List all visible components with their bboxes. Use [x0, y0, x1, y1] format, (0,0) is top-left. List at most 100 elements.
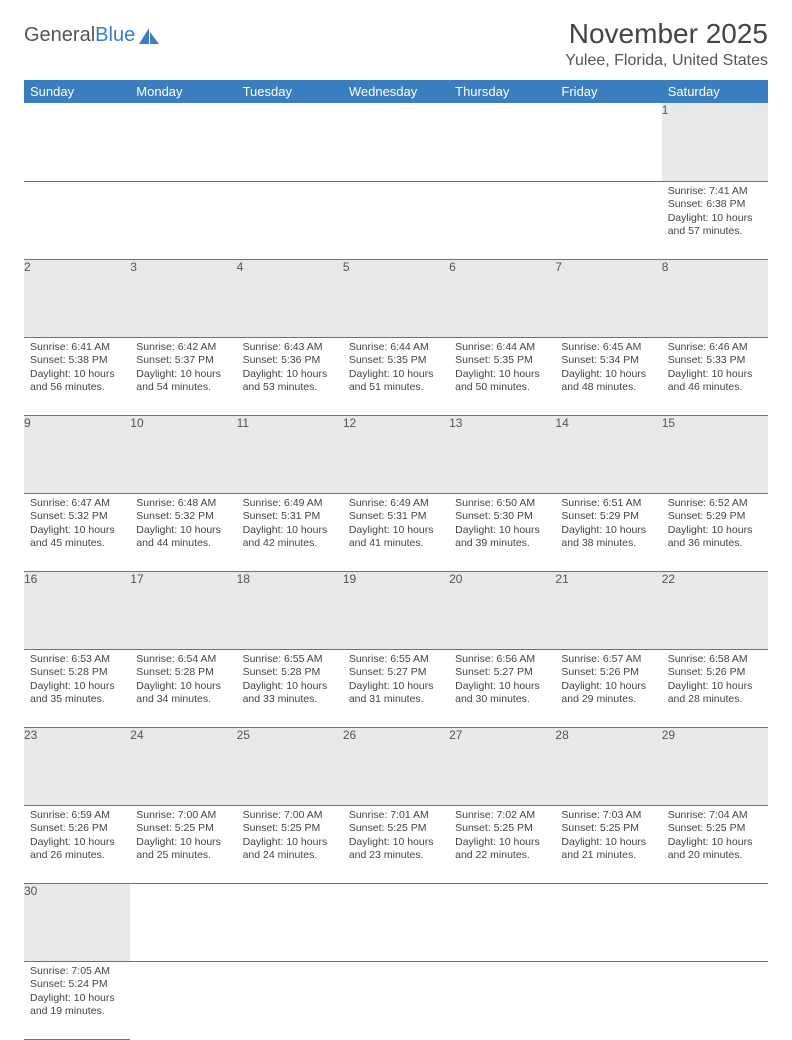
daybody-row: Sunrise: 6:47 AMSunset: 5:32 PMDaylight:… — [24, 493, 768, 571]
day-number: 28 — [555, 727, 661, 805]
day-cell: Sunrise: 7:00 AMSunset: 5:25 PMDaylight:… — [130, 805, 236, 883]
day-details: Sunrise: 6:54 AMSunset: 5:28 PMDaylight:… — [130, 650, 236, 712]
day-details: Sunrise: 6:45 AMSunset: 5:34 PMDaylight:… — [555, 338, 661, 400]
day-header: Tuesday — [237, 80, 343, 103]
day-details: Sunrise: 6:56 AMSunset: 5:27 PMDaylight:… — [449, 650, 555, 712]
day-details: Sunrise: 7:00 AMSunset: 5:25 PMDaylight:… — [237, 806, 343, 868]
calendar-table: SundayMondayTuesdayWednesdayThursdayFrid… — [24, 80, 768, 1040]
day-cell: Sunrise: 6:55 AMSunset: 5:28 PMDaylight:… — [237, 649, 343, 727]
day-number — [555, 103, 661, 181]
day-details: Sunrise: 7:01 AMSunset: 5:25 PMDaylight:… — [343, 806, 449, 868]
day-cell: Sunrise: 6:58 AMSunset: 5:26 PMDaylight:… — [662, 649, 768, 727]
day-number: 5 — [343, 259, 449, 337]
day-details: Sunrise: 6:57 AMSunset: 5:26 PMDaylight:… — [555, 650, 661, 712]
day-number: 17 — [130, 571, 236, 649]
day-cell: Sunrise: 6:45 AMSunset: 5:34 PMDaylight:… — [555, 337, 661, 415]
day-cell: Sunrise: 6:51 AMSunset: 5:29 PMDaylight:… — [555, 493, 661, 571]
day-cell: Sunrise: 6:56 AMSunset: 5:27 PMDaylight:… — [449, 649, 555, 727]
daynum-row: 1 — [24, 103, 768, 181]
day-number: 14 — [555, 415, 661, 493]
day-cell — [130, 181, 236, 259]
day-details: Sunrise: 7:02 AMSunset: 5:25 PMDaylight:… — [449, 806, 555, 868]
day-details: Sunrise: 6:55 AMSunset: 5:28 PMDaylight:… — [237, 650, 343, 712]
day-cell — [449, 181, 555, 259]
day-header: Monday — [130, 80, 236, 103]
day-details: Sunrise: 6:44 AMSunset: 5:35 PMDaylight:… — [343, 338, 449, 400]
daynum-row: 9101112131415 — [24, 415, 768, 493]
day-cell — [237, 961, 343, 1039]
day-details: Sunrise: 6:55 AMSunset: 5:27 PMDaylight:… — [343, 650, 449, 712]
day-cell: Sunrise: 6:50 AMSunset: 5:30 PMDaylight:… — [449, 493, 555, 571]
day-details: Sunrise: 6:41 AMSunset: 5:38 PMDaylight:… — [24, 338, 130, 400]
day-number: 9 — [24, 415, 130, 493]
day-details: Sunrise: 6:43 AMSunset: 5:36 PMDaylight:… — [237, 338, 343, 400]
day-number — [449, 883, 555, 961]
day-cell: Sunrise: 6:43 AMSunset: 5:36 PMDaylight:… — [237, 337, 343, 415]
day-number: 15 — [662, 415, 768, 493]
day-header: Friday — [555, 80, 661, 103]
day-details: Sunrise: 6:44 AMSunset: 5:35 PMDaylight:… — [449, 338, 555, 400]
day-cell: Sunrise: 7:05 AMSunset: 5:24 PMDaylight:… — [24, 961, 130, 1039]
day-number: 2 — [24, 259, 130, 337]
brand-part2: Blue — [95, 24, 135, 47]
day-cell: Sunrise: 6:44 AMSunset: 5:35 PMDaylight:… — [343, 337, 449, 415]
month-title: November 2025 — [565, 18, 768, 50]
daybody-row: Sunrise: 6:53 AMSunset: 5:28 PMDaylight:… — [24, 649, 768, 727]
day-number: 8 — [662, 259, 768, 337]
day-cell — [343, 181, 449, 259]
day-header: Sunday — [24, 80, 130, 103]
sail-icon — [138, 27, 160, 45]
day-number — [237, 883, 343, 961]
day-details: Sunrise: 6:51 AMSunset: 5:29 PMDaylight:… — [555, 494, 661, 556]
day-cell: Sunrise: 6:44 AMSunset: 5:35 PMDaylight:… — [449, 337, 555, 415]
day-number — [555, 883, 661, 961]
day-number — [130, 103, 236, 181]
day-cell: Sunrise: 6:41 AMSunset: 5:38 PMDaylight:… — [24, 337, 130, 415]
day-number — [343, 103, 449, 181]
day-number: 16 — [24, 571, 130, 649]
day-number — [24, 103, 130, 181]
day-details: Sunrise: 6:58 AMSunset: 5:26 PMDaylight:… — [662, 650, 768, 712]
day-cell: Sunrise: 6:49 AMSunset: 5:31 PMDaylight:… — [237, 493, 343, 571]
day-number: 1 — [662, 103, 768, 181]
day-details: Sunrise: 6:53 AMSunset: 5:28 PMDaylight:… — [24, 650, 130, 712]
day-cell — [130, 961, 236, 1039]
day-details: Sunrise: 6:49 AMSunset: 5:31 PMDaylight:… — [343, 494, 449, 556]
day-details: Sunrise: 6:46 AMSunset: 5:33 PMDaylight:… — [662, 338, 768, 400]
day-number: 4 — [237, 259, 343, 337]
day-header-row: SundayMondayTuesdayWednesdayThursdayFrid… — [24, 80, 768, 103]
day-cell: Sunrise: 6:49 AMSunset: 5:31 PMDaylight:… — [343, 493, 449, 571]
day-number: 27 — [449, 727, 555, 805]
day-header: Wednesday — [343, 80, 449, 103]
day-cell — [237, 181, 343, 259]
header: GeneralBlue November 2025 Yulee, Florida… — [24, 18, 768, 70]
day-details: Sunrise: 6:52 AMSunset: 5:29 PMDaylight:… — [662, 494, 768, 556]
day-cell: Sunrise: 6:54 AMSunset: 5:28 PMDaylight:… — [130, 649, 236, 727]
day-cell: Sunrise: 7:02 AMSunset: 5:25 PMDaylight:… — [449, 805, 555, 883]
day-cell: Sunrise: 6:42 AMSunset: 5:37 PMDaylight:… — [130, 337, 236, 415]
day-details: Sunrise: 6:42 AMSunset: 5:37 PMDaylight:… — [130, 338, 236, 400]
day-number — [237, 103, 343, 181]
daybody-row: Sunrise: 7:41 AMSunset: 6:38 PMDaylight:… — [24, 181, 768, 259]
day-cell: Sunrise: 6:52 AMSunset: 5:29 PMDaylight:… — [662, 493, 768, 571]
day-cell: Sunrise: 6:59 AMSunset: 5:26 PMDaylight:… — [24, 805, 130, 883]
day-cell: Sunrise: 7:00 AMSunset: 5:25 PMDaylight:… — [237, 805, 343, 883]
day-cell: Sunrise: 6:47 AMSunset: 5:32 PMDaylight:… — [24, 493, 130, 571]
location: Yulee, Florida, United States — [565, 52, 768, 70]
daynum-row: 16171819202122 — [24, 571, 768, 649]
day-number: 25 — [237, 727, 343, 805]
day-number: 22 — [662, 571, 768, 649]
day-details: Sunrise: 7:05 AMSunset: 5:24 PMDaylight:… — [24, 962, 130, 1024]
day-cell: Sunrise: 6:46 AMSunset: 5:33 PMDaylight:… — [662, 337, 768, 415]
day-details: Sunrise: 6:47 AMSunset: 5:32 PMDaylight:… — [24, 494, 130, 556]
day-cell: Sunrise: 6:48 AMSunset: 5:32 PMDaylight:… — [130, 493, 236, 571]
day-details: Sunrise: 6:59 AMSunset: 5:26 PMDaylight:… — [24, 806, 130, 868]
day-number — [343, 883, 449, 961]
day-number — [130, 883, 236, 961]
day-details: Sunrise: 7:03 AMSunset: 5:25 PMDaylight:… — [555, 806, 661, 868]
day-cell — [449, 961, 555, 1039]
day-cell: Sunrise: 6:57 AMSunset: 5:26 PMDaylight:… — [555, 649, 661, 727]
day-cell: Sunrise: 6:55 AMSunset: 5:27 PMDaylight:… — [343, 649, 449, 727]
daybody-row: Sunrise: 6:41 AMSunset: 5:38 PMDaylight:… — [24, 337, 768, 415]
day-number: 11 — [237, 415, 343, 493]
